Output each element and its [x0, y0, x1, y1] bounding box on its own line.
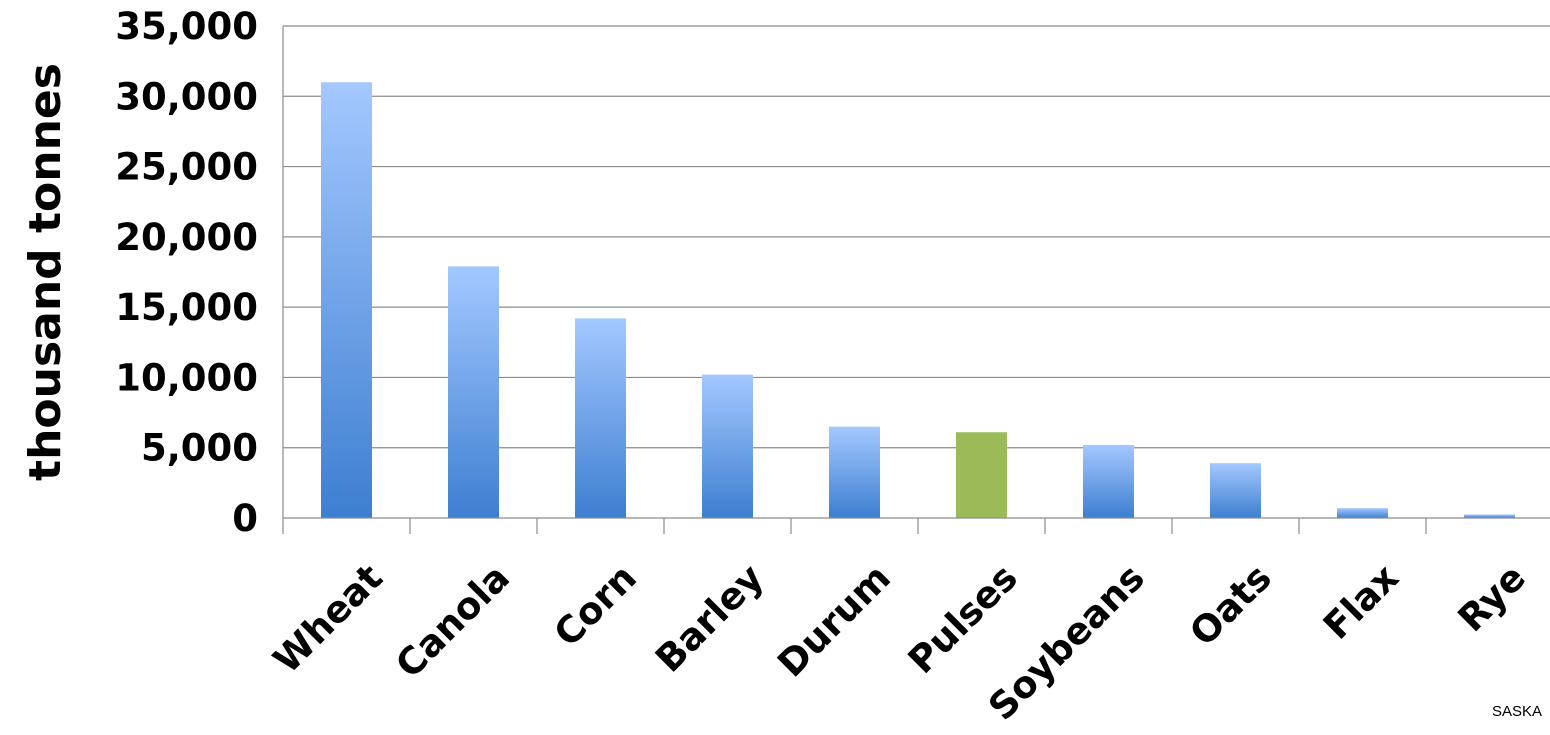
x-tick-label: Durum [769, 556, 899, 686]
x-tick-label: Wheat [265, 556, 391, 682]
bar-rye [1464, 514, 1515, 518]
x-tick-label: Flax [1315, 556, 1407, 648]
x-tick-label: Oats [1181, 556, 1279, 654]
bar-soybeans [1083, 444, 1134, 518]
y-tick-label: 30,000 [115, 75, 258, 118]
bars [321, 82, 1515, 518]
x-tick-label: Corn [546, 556, 645, 655]
y-tick-label: 35,000 [115, 5, 258, 48]
x-tick-label: Rye [1450, 556, 1534, 640]
bar-barley [702, 374, 753, 518]
y-tick-label: 10,000 [115, 356, 258, 399]
bar-durum [829, 426, 880, 518]
y-tick-label: 20,000 [115, 216, 258, 259]
y-tick-label: 5,000 [141, 427, 258, 470]
bar-flax [1337, 508, 1388, 518]
x-axis [282, 26, 1550, 534]
bar-pulses [956, 432, 1007, 518]
y-tick-label: 25,000 [115, 146, 258, 189]
x-tick-label: Canola [387, 556, 517, 686]
y-tick-label: 15,000 [115, 286, 258, 329]
bar-wheat [321, 82, 372, 518]
x-tick-label: Pulses [900, 556, 1026, 682]
x-tick-label: Barley [647, 556, 772, 681]
corner-logo-text: SASKA [1492, 703, 1543, 720]
bar-oats [1210, 463, 1261, 518]
bar-canola [448, 266, 499, 518]
y-axis-label: thousand tonnes [20, 63, 71, 481]
y-tick-labels: 0 5,000 10,000 15,000 20,000 25,000 30,000 35,0… [115, 5, 258, 540]
y-tick-label: 0 [232, 497, 258, 540]
bar-corn [575, 318, 626, 518]
